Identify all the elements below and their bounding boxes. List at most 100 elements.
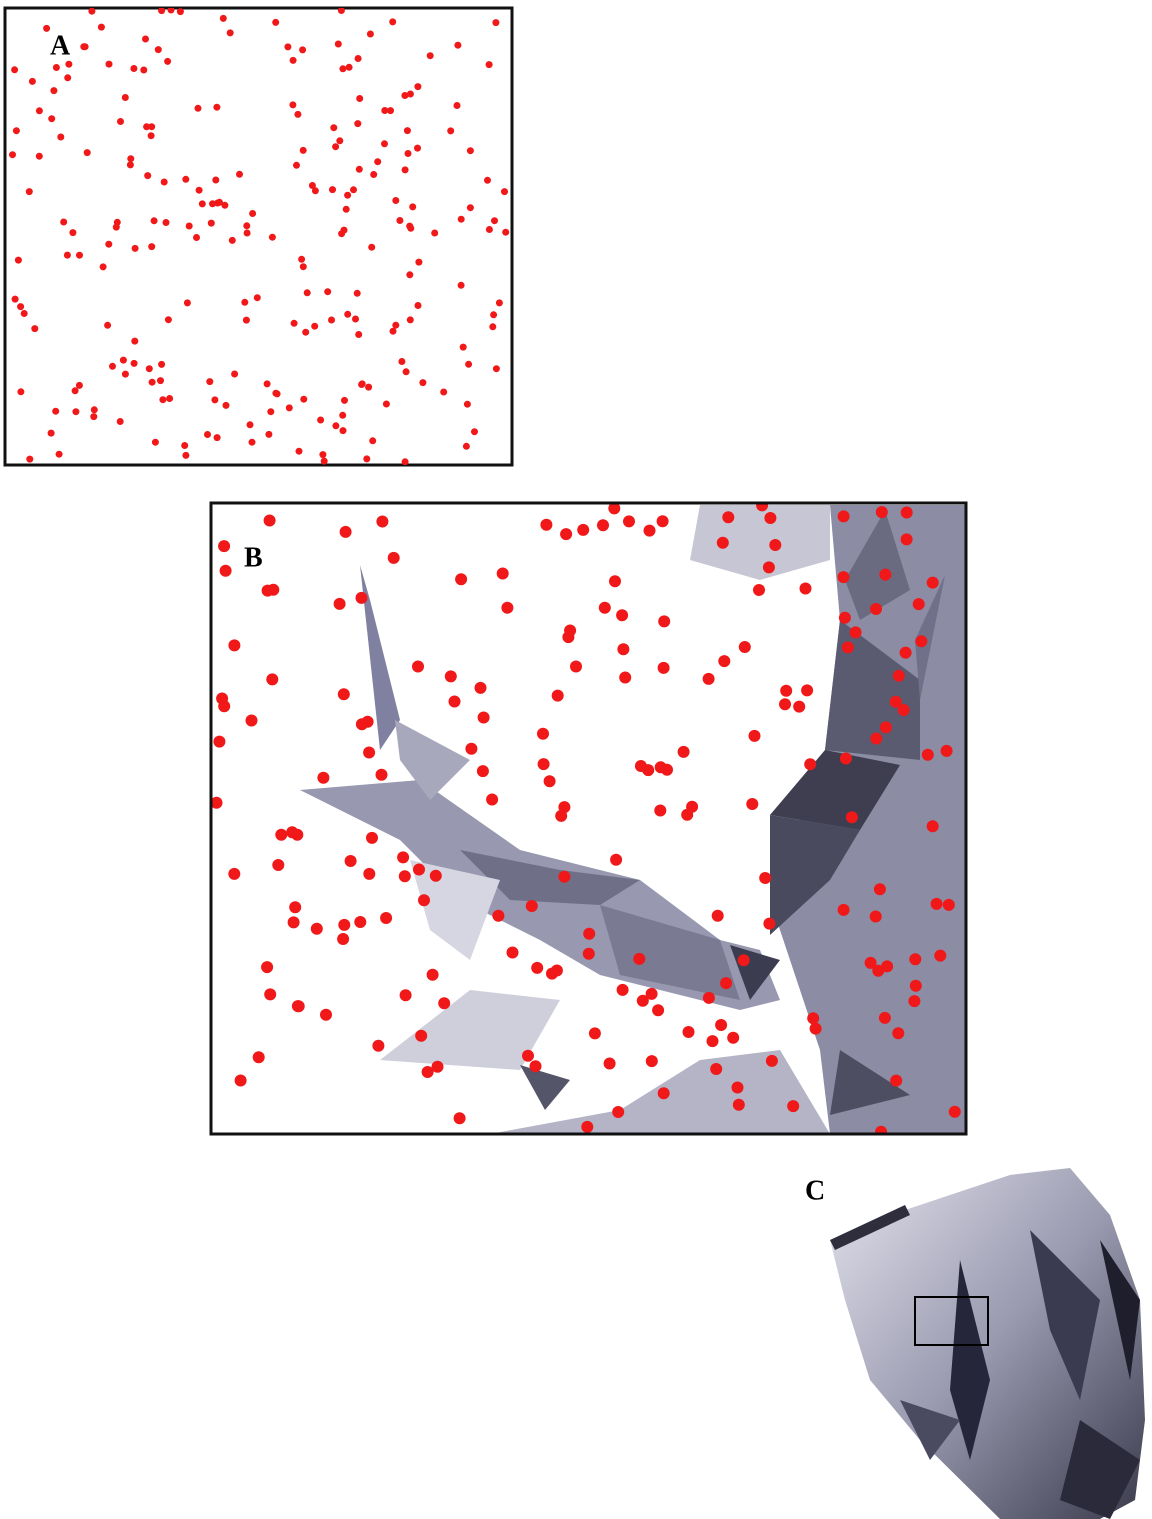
point (290, 57, 297, 64)
point (98, 24, 105, 31)
point (738, 954, 750, 966)
point (465, 743, 477, 755)
point (763, 561, 775, 573)
point (530, 1060, 542, 1072)
point (414, 83, 421, 90)
point (604, 1058, 616, 1070)
point (122, 94, 129, 101)
point (764, 512, 776, 524)
point (274, 390, 281, 397)
point (60, 219, 67, 226)
point (332, 143, 339, 150)
point (489, 323, 496, 330)
point (146, 365, 153, 372)
point (182, 176, 189, 183)
point (876, 506, 888, 518)
point (475, 682, 487, 694)
point (302, 329, 309, 336)
point (683, 1026, 695, 1038)
point (142, 36, 149, 43)
point (369, 437, 376, 444)
point (299, 46, 306, 53)
point (652, 1004, 664, 1016)
point (720, 977, 732, 989)
point (901, 533, 913, 545)
point (344, 192, 351, 199)
point (246, 715, 258, 727)
point (875, 1126, 887, 1138)
point (120, 357, 127, 364)
point (227, 29, 234, 36)
point (26, 456, 33, 463)
point (646, 1055, 658, 1067)
point (838, 904, 850, 916)
point (623, 515, 635, 527)
point (213, 736, 225, 748)
point (288, 916, 300, 928)
point (413, 864, 425, 876)
point (106, 61, 113, 68)
point (749, 730, 761, 742)
point (337, 933, 349, 945)
point (343, 206, 350, 213)
point (29, 78, 36, 85)
point (909, 953, 921, 965)
point (184, 299, 191, 306)
point (449, 696, 461, 708)
point (213, 104, 220, 111)
point (727, 1032, 739, 1044)
point (454, 1112, 466, 1124)
point (471, 428, 478, 435)
point (253, 1051, 265, 1063)
point (365, 384, 372, 391)
panel-a: A (5, 7, 512, 466)
point (228, 868, 240, 880)
point (264, 380, 271, 387)
point (286, 826, 298, 838)
point (158, 361, 165, 368)
point (898, 704, 910, 716)
point (633, 953, 645, 965)
point (678, 746, 690, 758)
point (879, 569, 891, 581)
point (69, 229, 76, 236)
point (338, 688, 350, 700)
point (717, 537, 729, 549)
point (272, 859, 284, 871)
point (406, 271, 413, 278)
point (478, 712, 490, 724)
point (298, 256, 305, 263)
point (493, 365, 500, 372)
point (350, 186, 357, 193)
point (874, 883, 886, 895)
point (289, 101, 296, 108)
point (769, 539, 781, 551)
point (52, 408, 59, 415)
point (312, 187, 319, 194)
point (892, 1027, 904, 1039)
point (354, 916, 366, 928)
point (208, 220, 215, 227)
point (403, 368, 410, 375)
point (249, 210, 256, 217)
point (266, 673, 278, 685)
point (228, 639, 240, 651)
point (467, 147, 474, 154)
point (427, 969, 439, 981)
point (387, 107, 394, 114)
point (870, 603, 882, 615)
point (193, 234, 200, 241)
point (838, 510, 850, 522)
point (657, 515, 669, 527)
point (368, 244, 375, 251)
point (48, 430, 55, 437)
point (199, 200, 206, 207)
point (356, 592, 368, 604)
point (496, 299, 503, 306)
point (166, 395, 173, 402)
point (338, 919, 350, 931)
point (354, 120, 361, 127)
point (900, 647, 912, 659)
point (540, 519, 552, 531)
point (182, 452, 189, 459)
